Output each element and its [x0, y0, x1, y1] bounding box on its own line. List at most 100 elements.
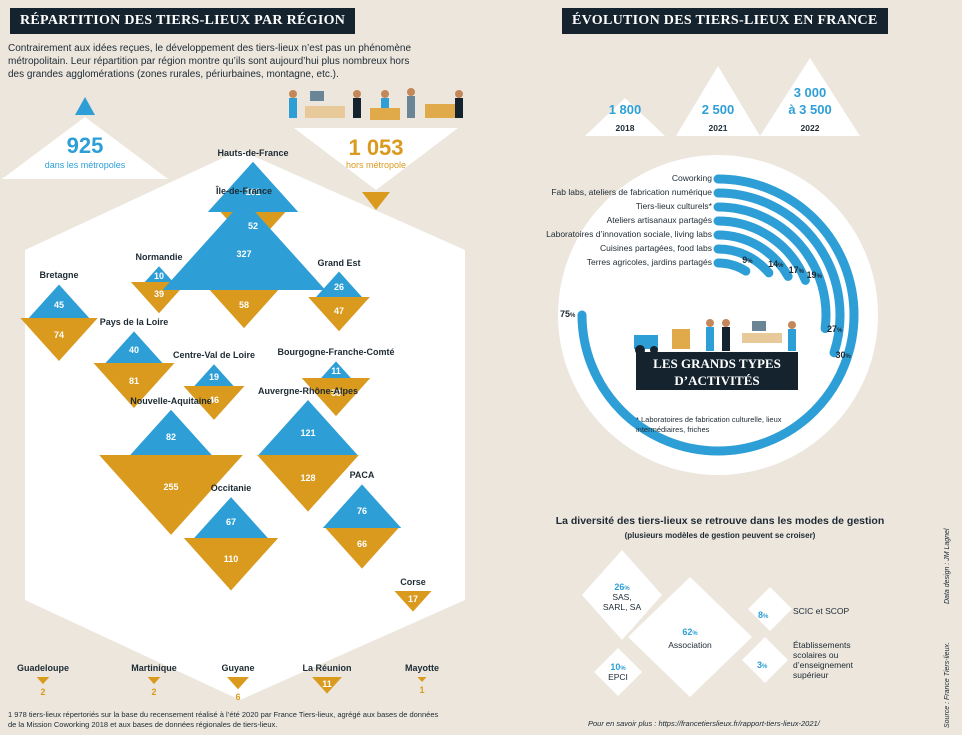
region-metro-value-pays-de-la-loire: 40: [128, 345, 140, 356]
evolution-triangles: [585, 58, 860, 136]
activity-pct-ateliers-artisanaux-partages: 19%: [806, 269, 822, 280]
region-metro-triangle-pays-de-la-loire: [105, 331, 163, 363]
region-hors-triangle-ile-de-france: [209, 290, 279, 329]
region-metro-value-hauts-de-france: 101: [245, 186, 261, 197]
evo-2022-year: 2022: [800, 123, 820, 133]
region-hors-value-normandie: 39: [153, 289, 165, 300]
activity-label-cuisines-partagees-food-labs: Cuisines partagées, food labs: [600, 243, 712, 253]
gov-scic-label: SCIC et SCOP: [793, 606, 850, 616]
evo-2022-value: 3 000: [793, 85, 827, 100]
activities-illustration: [634, 319, 796, 355]
region-name-occitanie: Occitanie: [210, 483, 252, 494]
more-info-link[interactable]: Pour en savoir plus : https://francetier…: [588, 719, 820, 728]
gov-epci-label: EPCI: [608, 672, 628, 682]
region-hors-triangle-mayotte: [417, 677, 427, 682]
gov-etab-pct: 3: [757, 660, 763, 670]
right-title: ÉVOLUTION DES TIERS-LIEUX EN FRANCE: [562, 8, 888, 34]
gov-sas: 26% SAS, SARL, SA: [582, 582, 662, 612]
region-hors-triangle-bourgogne-franche-comte: [301, 378, 371, 417]
gov-association-pct: 62: [682, 627, 693, 637]
region-hors-triangle-pays-de-la-loire: [93, 363, 175, 408]
region-name-la-reunion: La Réunion: [302, 663, 352, 673]
region-name-centre-val-de-loire: Centre-Val de Loire: [172, 350, 256, 361]
region-hors-value-corse: 17: [407, 594, 419, 605]
region-hors-triangle-paca: [325, 528, 399, 569]
region-hors-value-pays-de-la-loire: 81: [128, 376, 140, 386]
region-metro-value-normandie: 10: [153, 270, 165, 281]
region-name-normandie: Normandie: [135, 252, 183, 263]
france-map: [20, 150, 465, 700]
evo-2021-value: 2 500: [701, 102, 735, 117]
region-name-bourgogne-franche-comte: Bourgogne-Franche-Comté: [277, 347, 395, 358]
gov-association: 62% Association: [650, 627, 730, 650]
gov-epci: 10% EPCI: [583, 662, 653, 682]
region-metro-triangle-bretagne: [28, 284, 90, 318]
france-hexagon: [25, 150, 465, 700]
region-hors-value-auvergne-rhone-alpes: 128: [300, 472, 316, 483]
activity-pct-terres-agricoles-jardins-partages: 9%: [742, 254, 753, 265]
region-metro-triangle-paca: [322, 484, 402, 528]
region-metro-value-ile-de-france: 327: [236, 248, 252, 259]
activities-radial-chart: [558, 155, 878, 475]
region-hors-triangle-bretagne: [20, 318, 98, 362]
region-hors-value-guadeloupe: 2: [40, 687, 46, 698]
gov-association-label: Association: [668, 640, 712, 650]
region-hors-value-mayotte: 1: [419, 685, 425, 695]
region-metro-value-grand-est: 26: [333, 281, 345, 292]
region-metro-triangle-bourgogne-franche-comte: [321, 361, 351, 378]
region-hors-value-guyane: 6: [235, 692, 241, 703]
region-metro-triangle-hauts-de-france: [207, 161, 299, 212]
region-metro-triangle-occitanie: [194, 497, 268, 538]
activity-pct-fab-labs-ateliers-de-fabrication-numerique: 30%: [835, 350, 851, 361]
region-hors-value-nouvelle-aquitaine: 255: [163, 481, 179, 492]
region-metro-triangle-ile-de-france: [162, 199, 326, 290]
activity-label-coworking: Coworking: [671, 173, 712, 183]
region-hors-value-grand-est: 47: [333, 305, 345, 316]
region-name-mayotte: Mayotte: [404, 663, 440, 673]
region-name-corse: Corse: [400, 577, 426, 587]
region-metro-value-nouvelle-aquitaine: 82: [165, 431, 177, 442]
left-title: RÉPARTITION DES TIERS-LIEUX PAR RÉGION: [10, 8, 356, 34]
region-metro-triangle-nouvelle-aquitaine: [130, 409, 212, 455]
region-name-martinique: Martinique: [131, 663, 177, 673]
hors-triangle: [294, 128, 458, 210]
hors-value: 1 053: [348, 135, 404, 160]
activity-arc-ateliers-artisanaux-partages: [713, 216, 810, 285]
region-metro-triangle-centre-val-de-loire: [194, 364, 234, 386]
region-hors-value-la-reunion: 11: [322, 678, 332, 689]
activities-title: LES GRANDS TYPES D’ACTIVITÉS: [636, 352, 798, 390]
activity-arc-tiers-lieux-culturels: [713, 202, 831, 334]
region-hors-value-centre-val-de-loire: 46: [208, 394, 220, 405]
region-name-ile-de-france: Île-de-France: [215, 185, 273, 196]
region-hors-triangle-occitanie: [183, 538, 279, 591]
evo-2018-value: 1 800: [608, 102, 642, 117]
activity-pct-tiers-lieux-culturels: 27%: [827, 324, 843, 335]
region-hors-triangle-centre-val-de-loire: [183, 386, 245, 420]
region-metro-triangle-auvergne-rhone-alpes: [258, 400, 358, 455]
region-hors-triangle-grand-est: [308, 297, 370, 332]
workers-illustration: [289, 88, 463, 120]
region-hors-triangle-la-reunion: [312, 677, 342, 694]
governance-diamonds: [582, 550, 792, 697]
region-name-guadeloupe: Guadeloupe: [16, 663, 70, 673]
evo-2022-value2: à 3 500: [788, 102, 832, 117]
activities-title-line2: D’ACTIVITÉS: [674, 373, 760, 388]
evo-2021-year: 2021: [708, 123, 728, 133]
gov-etab-label: Établissements scolaires ou d’enseigneme…: [793, 640, 854, 680]
region-metro-triangle-grand-est: [316, 271, 362, 297]
region-metro-value-auvergne-rhone-alpes: 121: [300, 428, 316, 438]
activity-pct-cuisines-partagees-food-labs: 14%: [768, 259, 784, 270]
region-hors-triangle-corse: [394, 591, 432, 612]
gov-sas-label: SAS, SARL, SA: [602, 592, 642, 612]
region-metro-triangle-normandie: [144, 266, 174, 282]
activity-label-terres-agricoles-jardins-partages: Terres agricoles, jardins partagés: [586, 257, 712, 267]
region-name-bretagne: Bretagne: [39, 270, 79, 281]
activity-arc-fab-labs-ateliers-de-fabrication-numerique: [713, 188, 845, 358]
region-name-hauts-de-france: Hauts-de-France: [217, 147, 289, 158]
gov-etab: 3%: [757, 660, 768, 670]
region-metro-value-centre-val-de-loire: 19: [208, 372, 220, 383]
region-hors-value-hauts-de-france: 52: [247, 221, 259, 232]
region-hors-value-bourgogne-franche-comte: 58: [330, 388, 342, 399]
region-name-grand-est: Grand Est: [317, 257, 361, 268]
metro-triangle: [2, 97, 168, 179]
